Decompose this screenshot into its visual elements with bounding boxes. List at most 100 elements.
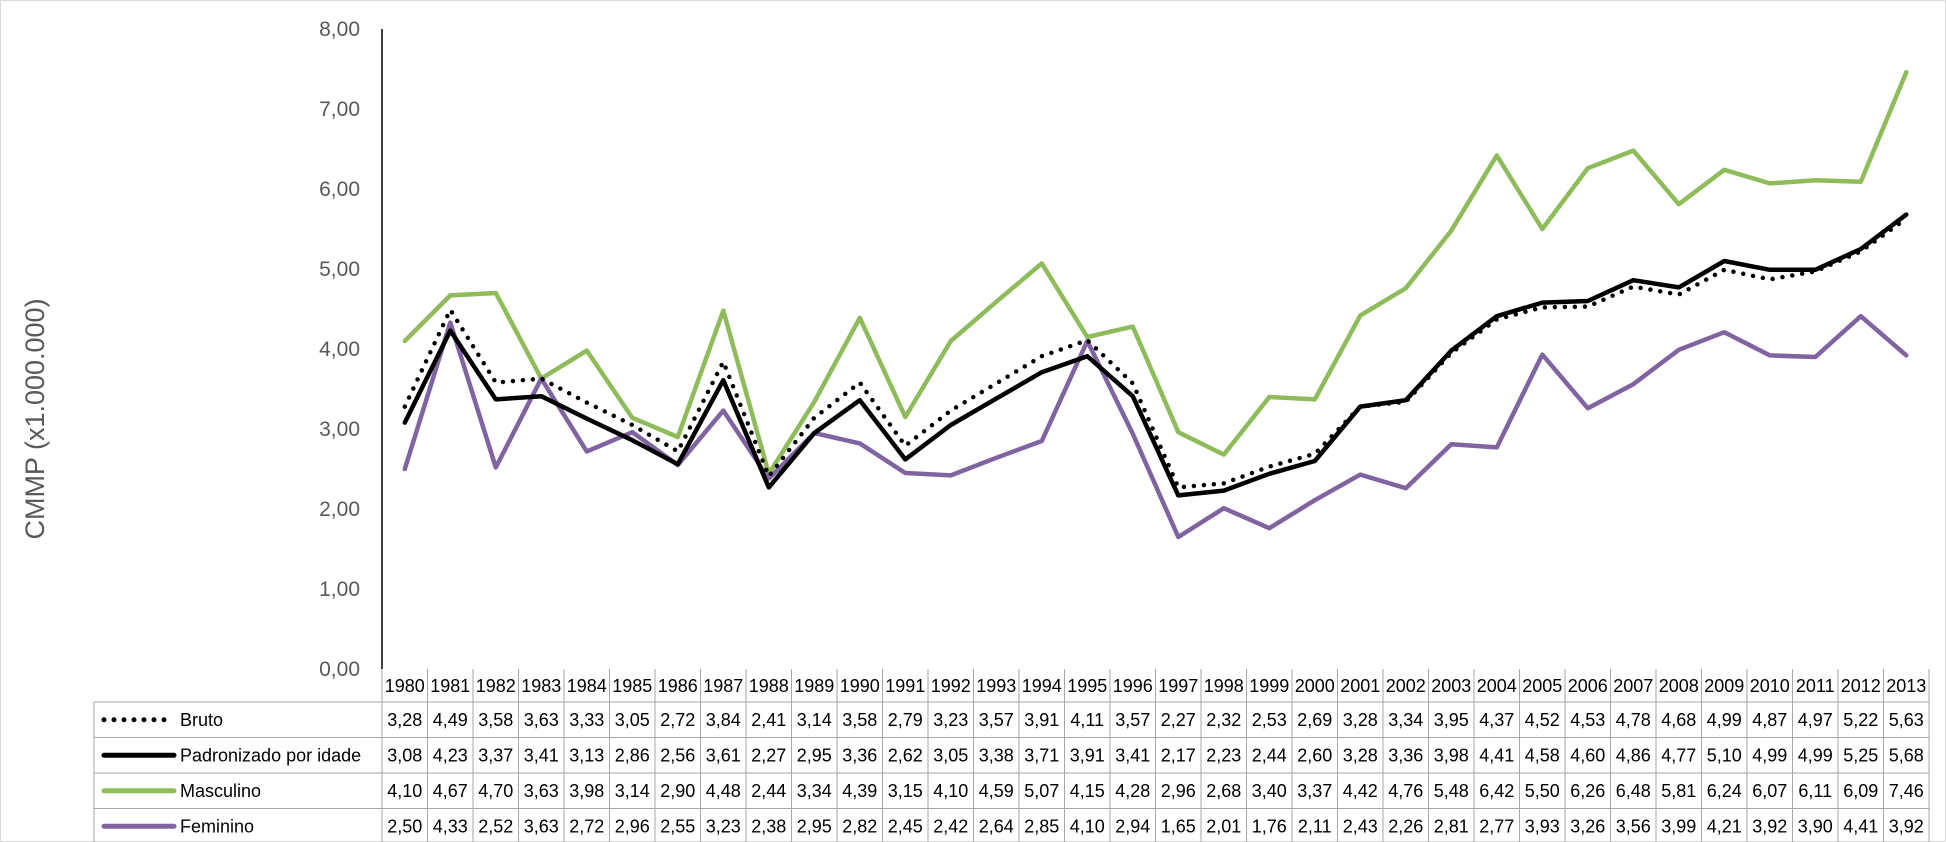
table-value-cell: 5,07 <box>1024 781 1059 801</box>
table-year-label: 1987 <box>703 676 743 696</box>
table-value-cell: 4,39 <box>842 781 877 801</box>
table-value-cell: 4,33 <box>433 816 468 836</box>
table-value-cell: 6,48 <box>1616 781 1651 801</box>
table-value-cell: 2,17 <box>1161 745 1196 765</box>
table-year-label: 2009 <box>1704 676 1744 696</box>
table-value-cell: 3,98 <box>569 781 604 801</box>
table-value-cell: 2,55 <box>660 816 695 836</box>
table-value-cell: 2,86 <box>615 745 650 765</box>
table-value-cell: 3,92 <box>1889 816 1924 836</box>
table-value-cell: 2,77 <box>1479 816 1514 836</box>
table-value-cell: 6,11 <box>1798 781 1832 801</box>
table-value-cell: 4,37 <box>1479 710 1514 730</box>
y-tick-label: 7,00 <box>319 98 360 121</box>
table-value-cell: 4,48 <box>706 781 741 801</box>
table-year-label: 2003 <box>1431 676 1471 696</box>
table-value-cell: 5,63 <box>1889 710 1924 730</box>
table-value-cell: 3,23 <box>933 710 968 730</box>
table-value-cell: 5,50 <box>1525 781 1560 801</box>
table-value-cell: 4,10 <box>933 781 968 801</box>
table-value-cell: 2,94 <box>1115 816 1150 836</box>
table-year-label: 2010 <box>1750 676 1790 696</box>
table-value-cell: 3,37 <box>1297 781 1332 801</box>
table-value-cell: 2,56 <box>660 745 695 765</box>
y-tick-label: 2,00 <box>319 498 360 521</box>
table-year-label: 1992 <box>931 676 971 696</box>
table-value-cell: 3,92 <box>1752 816 1787 836</box>
table-value-cell: 3,91 <box>1024 710 1059 730</box>
table-value-cell: 3,28 <box>1343 745 1378 765</box>
table-value-cell: 2,52 <box>478 816 513 836</box>
table-value-cell: 3,41 <box>524 745 559 765</box>
table-value-cell: 4,99 <box>1798 745 1833 765</box>
table-value-cell: 2,42 <box>933 816 968 836</box>
table-value-cell: 5,81 <box>1661 781 1696 801</box>
table-year-label: 2002 <box>1386 676 1426 696</box>
table-year-label: 1994 <box>1022 676 1062 696</box>
y-tick-label: 8,00 <box>319 18 360 41</box>
table-value-cell: 2,60 <box>1297 745 1332 765</box>
table-value-cell: 4,10 <box>387 781 422 801</box>
table-value-cell: 4,87 <box>1752 710 1787 730</box>
table-value-cell: 3,15 <box>888 781 923 801</box>
table-value-cell: 3,41 <box>1115 745 1150 765</box>
y-tick-label: 6,00 <box>319 178 360 201</box>
table-year-label: 2004 <box>1477 676 1517 696</box>
table-value-cell: 4,10 <box>1070 816 1105 836</box>
table-value-cell: 2,95 <box>797 745 832 765</box>
table-year-label: 1995 <box>1067 676 1107 696</box>
table-value-cell: 2,96 <box>615 816 650 836</box>
table-year-label: 2011 <box>1796 676 1835 696</box>
table-value-cell: 2,44 <box>751 781 786 801</box>
table-value-cell: 2,32 <box>1206 710 1241 730</box>
table-value-cell: 3,14 <box>615 781 650 801</box>
table-value-cell: 4,76 <box>1388 781 1423 801</box>
table-value-cell: 3,33 <box>569 710 604 730</box>
table-value-cell: 3,26 <box>1570 816 1605 836</box>
table-year-label: 1993 <box>976 676 1016 696</box>
table-value-cell: 4,70 <box>478 781 513 801</box>
table-value-cell: 3,36 <box>842 745 877 765</box>
legend-label: Masculino <box>180 781 261 801</box>
table-value-cell: 3,56 <box>1616 816 1651 836</box>
table-value-cell: 4,23 <box>433 745 468 765</box>
table-year-label: 1991 <box>885 676 925 696</box>
table-value-cell: 4,97 <box>1798 710 1833 730</box>
table-value-cell: 3,34 <box>1388 710 1423 730</box>
y-tick-label: 4,00 <box>319 338 360 361</box>
table-value-cell: 4,68 <box>1661 710 1696 730</box>
table-year-label: 2013 <box>1886 676 1926 696</box>
table-value-cell: 1,65 <box>1161 816 1196 836</box>
y-tick-label: 5,00 <box>319 258 360 281</box>
table-value-cell: 3,23 <box>706 816 741 836</box>
table-value-cell: 7,46 <box>1889 781 1924 801</box>
table-value-cell: 2,64 <box>979 816 1014 836</box>
table-value-cell: 4,52 <box>1525 710 1560 730</box>
table-value-cell: 3,58 <box>478 710 513 730</box>
y-tick-label: 0,00 <box>319 658 360 681</box>
table-value-cell: 2,45 <box>888 816 923 836</box>
table-value-cell: 3,90 <box>1798 816 1833 836</box>
table-value-cell: 3,99 <box>1661 816 1696 836</box>
table-value-cell: 3,13 <box>569 745 604 765</box>
table-value-cell: 3,71 <box>1024 745 1059 765</box>
table-value-cell: 6,42 <box>1479 781 1514 801</box>
table-value-cell: 2,01 <box>1206 816 1241 836</box>
table-value-cell: 3,57 <box>1115 710 1150 730</box>
table-value-cell: 3,93 <box>1525 816 1560 836</box>
table-year-label: 2012 <box>1841 676 1881 696</box>
table-value-cell: 2,81 <box>1434 816 1469 836</box>
table-year-label: 1990 <box>840 676 880 696</box>
table-value-cell: 3,34 <box>797 781 832 801</box>
table-value-cell: 3,91 <box>1070 745 1105 765</box>
table-value-cell: 4,49 <box>433 710 468 730</box>
table-value-cell: 2,26 <box>1388 816 1423 836</box>
table-value-cell: 2,50 <box>387 816 422 836</box>
table-value-cell: 4,41 <box>1843 816 1878 836</box>
table-value-cell: 4,99 <box>1707 710 1742 730</box>
table-value-cell: 3,98 <box>1434 745 1469 765</box>
table-value-cell: 4,59 <box>979 781 1014 801</box>
table-value-cell: 3,63 <box>524 781 559 801</box>
table-value-cell: 6,26 <box>1570 781 1605 801</box>
table-value-cell: 4,11 <box>1070 710 1104 730</box>
